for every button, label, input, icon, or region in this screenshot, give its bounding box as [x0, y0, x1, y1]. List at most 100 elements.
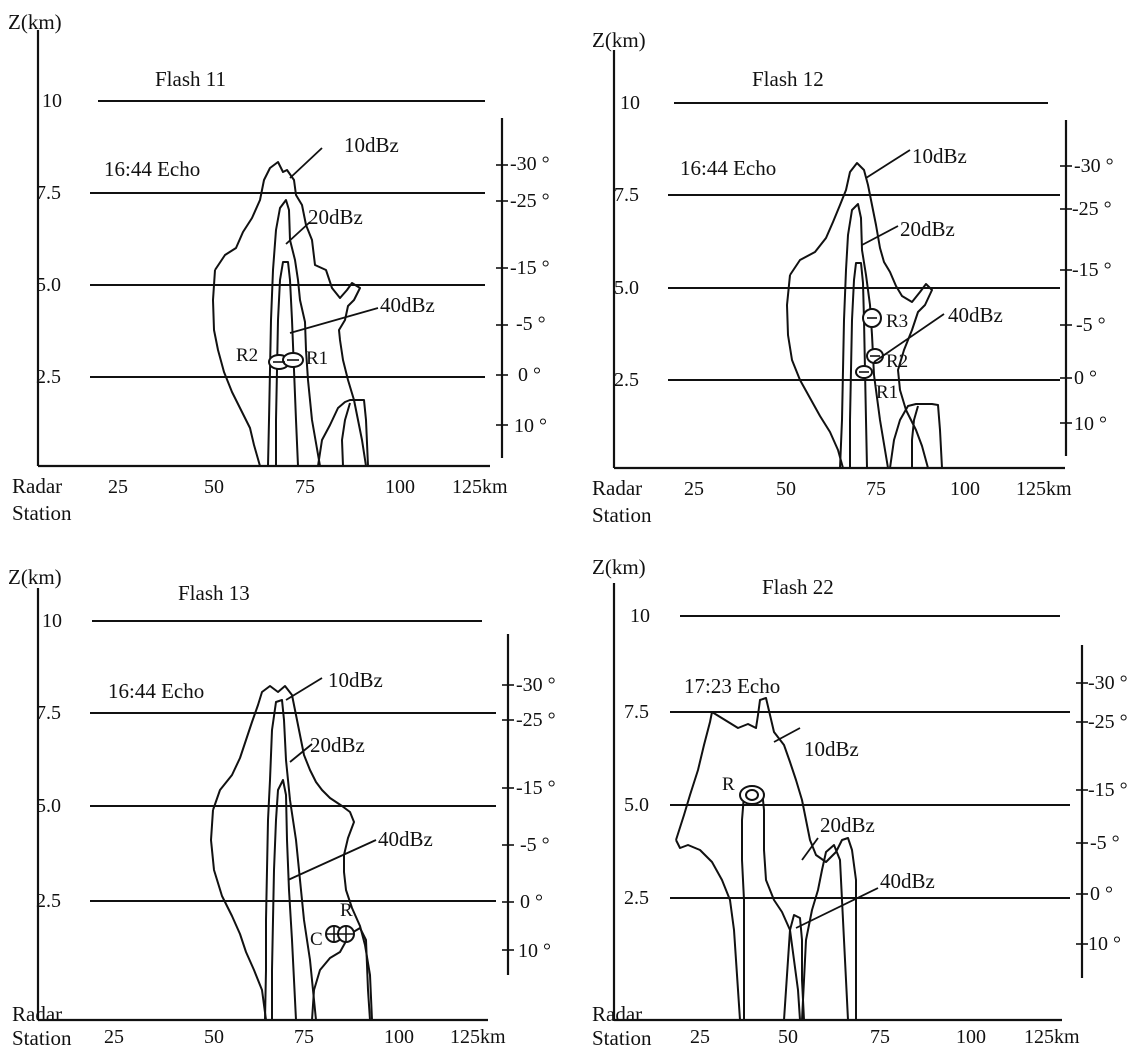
- x-origin-label: Radar: [592, 476, 642, 500]
- contour-40dbz: [271, 779, 297, 1021]
- temperature-tick: -5 °: [520, 834, 550, 856]
- x-tick: 25: [104, 1026, 124, 1048]
- contour-label-10dbz: 10dBz: [344, 133, 399, 157]
- height-tick-2.5: 2.5: [614, 369, 639, 391]
- x-origin-label: Radar: [12, 474, 62, 498]
- contour-label-20dbz: 20dBz: [310, 733, 365, 757]
- panel-flash-13: Z(km) Flash 13 16:44 Echo 10 7.5 5.0 2.5…: [8, 565, 556, 1050]
- x-tick: 75: [866, 478, 886, 500]
- x-tick: 25: [108, 476, 128, 498]
- x-tick: 125km: [450, 1026, 506, 1048]
- x-origin-label: Station: [12, 501, 72, 525]
- height-tick-7.5: 7.5: [36, 182, 61, 204]
- temperature-tick: 10 °: [1088, 933, 1121, 955]
- temperature-tick: -5 °: [1090, 832, 1120, 854]
- x-tick: 125km: [452, 476, 508, 498]
- height-tick-5.0: 5.0: [624, 794, 649, 816]
- panel-title: Flash 11: [155, 67, 226, 91]
- panel-title: Flash 13: [178, 581, 250, 605]
- x-tick: 125km: [1024, 1026, 1080, 1048]
- leader-20dbz: [285, 221, 311, 245]
- temperature-tick: -15 °: [1088, 779, 1128, 801]
- charge-source-r-inner: [745, 789, 759, 801]
- temperature-tick: -30 °: [1074, 155, 1114, 177]
- height-tick-5.0: 5.0: [36, 795, 61, 817]
- temperature-tick: 10 °: [514, 415, 547, 437]
- source-label-c: C: [310, 929, 323, 950]
- x-tick: 100: [384, 1026, 414, 1048]
- leader-10dbz: [289, 147, 323, 179]
- leader-10dbz: [773, 727, 801, 743]
- contour-20dbz-right-cell-inner: [911, 405, 919, 468]
- source-label-r: R: [340, 900, 353, 921]
- contour-label-40dbz: 40dBz: [880, 869, 935, 893]
- y-axis-label: Z(km): [592, 555, 646, 579]
- y-axis-label: Z(km): [8, 10, 62, 34]
- temperature-tick: -15 °: [1072, 259, 1112, 281]
- temperature-tick: -25 °: [516, 709, 556, 731]
- contour-label-20dbz: 20dBz: [820, 813, 875, 837]
- source-label-r1: R1: [306, 348, 328, 369]
- height-tick-5.0: 5.0: [614, 277, 639, 299]
- y-axis-label: Z(km): [8, 565, 62, 589]
- x-origin-label: Station: [12, 1026, 72, 1050]
- contour-label-20dbz: 20dBz: [900, 217, 955, 241]
- contour-20dbz: [264, 699, 317, 1021]
- source-label-r1: R1: [876, 382, 898, 403]
- panel-flash-12: Z(km) Flash 12 16:44 Echo 10 7.5 5.0 2.5…: [592, 28, 1114, 527]
- y-axis-label: Z(km): [592, 28, 646, 52]
- x-tick: 50: [778, 1026, 798, 1048]
- contour-10dbz-left: [786, 274, 844, 469]
- x-tick: 25: [684, 478, 704, 500]
- temperature-tick: -15 °: [516, 777, 556, 799]
- source-label-r3: R3: [886, 311, 908, 332]
- x-tick: 100: [956, 1026, 986, 1048]
- x-tick: 75: [295, 476, 315, 498]
- echo-time: 16:44 Echo: [680, 156, 776, 180]
- height-tick-7.5: 7.5: [614, 184, 639, 206]
- contour-10dbz: [675, 697, 857, 1020]
- contour-20dbz-right-cell: [317, 399, 369, 467]
- temperature-tick: 0 °: [1090, 883, 1113, 905]
- temperature-tick: -15 °: [510, 257, 550, 279]
- source-label-r: R: [722, 774, 735, 795]
- temperature-tick: -30 °: [516, 674, 556, 696]
- height-tick-7.5: 7.5: [36, 702, 61, 724]
- temperature-tick: 10 °: [1074, 413, 1107, 435]
- contour-label-10dbz: 10dBz: [804, 737, 859, 761]
- contour-20dbz-right-cell-inner: [341, 402, 351, 467]
- x-tick: 100: [385, 476, 415, 498]
- leader-20dbz: [801, 837, 819, 861]
- height-tick-10: 10: [42, 90, 62, 112]
- source-label-r2: R2: [236, 345, 258, 366]
- echo-time: 17:23 Echo: [684, 674, 780, 698]
- leader-40dbz: [795, 887, 879, 929]
- temperature-tick: 0 °: [518, 364, 541, 386]
- height-tick-10: 10: [620, 92, 640, 114]
- temperature-tick: -30 °: [1088, 672, 1128, 694]
- x-tick: 75: [870, 1026, 890, 1048]
- x-tick: 100: [950, 478, 980, 500]
- leader-40dbz: [873, 313, 945, 363]
- temperature-tick: -30 °: [510, 153, 550, 175]
- temperature-tick: 10 °: [518, 940, 551, 962]
- x-origin-label: Radar: [592, 1002, 642, 1026]
- height-tick-7.5: 7.5: [624, 701, 649, 723]
- contour-10dbz-left: [212, 269, 261, 467]
- leader-20dbz: [861, 225, 899, 246]
- leader-10dbz: [865, 149, 911, 179]
- contour-20dbz-right-cell: [311, 927, 371, 1021]
- temperature-tick: -25 °: [510, 190, 550, 212]
- x-tick: 50: [204, 1026, 224, 1048]
- x-tick: 25: [690, 1026, 710, 1048]
- height-tick-2.5: 2.5: [624, 887, 649, 909]
- panel-title: Flash 22: [762, 575, 834, 599]
- contour-label-10dbz: 10dBz: [328, 668, 383, 692]
- contour-label-40dbz: 40dBz: [380, 293, 435, 317]
- contour-10dbz-left: [210, 809, 267, 1021]
- panel-title: Flash 12: [752, 67, 824, 91]
- x-tick: 50: [204, 476, 224, 498]
- height-tick-5.0: 5.0: [36, 274, 61, 296]
- leader-40dbz: [287, 839, 377, 881]
